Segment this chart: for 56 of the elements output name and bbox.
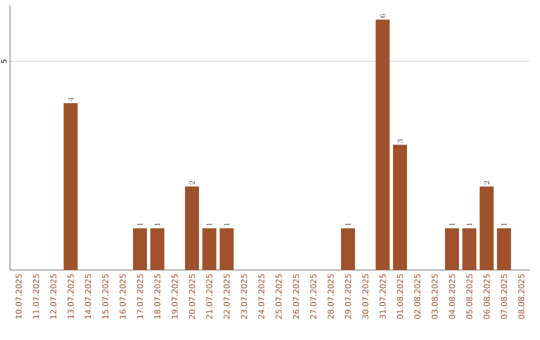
x-tick-label: 31.07.2025	[380, 274, 386, 319]
x-tick-label: 11.07.2025	[32, 274, 40, 318]
bar	[202, 228, 216, 270]
data-label: 2	[484, 181, 490, 184]
bar	[497, 228, 512, 270]
x-tick-label: 26.07.2025	[292, 274, 300, 319]
bar	[64, 103, 78, 270]
data-label: 3	[397, 139, 403, 143]
data-label: 2	[189, 181, 195, 184]
x-tick-label: 02.08.2025	[414, 274, 420, 319]
x-tick-label: 01.08.2025	[396, 274, 404, 319]
data-label: 1	[449, 222, 455, 226]
bar	[393, 144, 407, 270]
x-tick-label: 05.08.2025	[466, 274, 472, 319]
x-tick-label: 14.07.2025	[84, 274, 92, 318]
x-tick-label: 13.07.2025	[68, 274, 74, 318]
x-tick-label: 24.07.2025	[258, 274, 264, 319]
data-label: 1	[345, 222, 351, 226]
data-label: 6	[380, 14, 386, 18]
x-tick-label: 20.07.2025	[188, 274, 196, 319]
x-tick-label: 15.07.2025	[102, 274, 108, 318]
bar	[376, 20, 390, 270]
x-tick-label: 04.08.2025	[448, 274, 456, 319]
x-tick-label: 18.07.2025	[154, 274, 160, 318]
data-label: 1	[501, 222, 507, 226]
x-tick-label: 16.07.2025	[120, 274, 126, 318]
data-label: 4	[68, 97, 74, 102]
data-label: 1	[224, 222, 230, 226]
x-tick-label: 08.08.2025	[518, 274, 524, 319]
x-tick-label: 29.07.2025	[344, 274, 352, 319]
x-tick-label: 12.07.2025	[50, 274, 56, 318]
data-label: 1	[137, 222, 143, 226]
x-tick-label: 21.07.2025	[206, 274, 212, 319]
bar	[462, 228, 476, 270]
x-tick-label: 10.07.2025	[16, 274, 22, 318]
x-tick-label: 30.07.2025	[362, 274, 368, 319]
x-tick-label: 22.07.2025	[224, 274, 230, 319]
data-label: 1	[206, 222, 212, 226]
x-tick-label: 25.07.2025	[276, 274, 282, 319]
x-tick-label: 28.07.2025	[328, 274, 334, 319]
bar	[150, 228, 164, 270]
x-tick-label: 19.07.2025	[172, 274, 178, 318]
x-tick-label: 06.08.2025	[484, 274, 490, 319]
bar	[185, 186, 200, 270]
x-tick-label: 07.08.2025	[500, 274, 508, 319]
x-tick-label: 23.07.2025	[240, 274, 248, 319]
bar	[480, 186, 494, 270]
bar	[341, 228, 356, 270]
data-label: 1	[466, 222, 472, 226]
bar	[220, 228, 234, 270]
x-tick-label: 17.07.2025	[136, 274, 144, 318]
bar	[133, 228, 148, 270]
data-label: 1	[154, 222, 160, 226]
x-tick-label: 27.07.2025	[310, 274, 316, 319]
x-tick-label: 03.08.2025	[432, 274, 438, 319]
bar	[445, 228, 460, 270]
